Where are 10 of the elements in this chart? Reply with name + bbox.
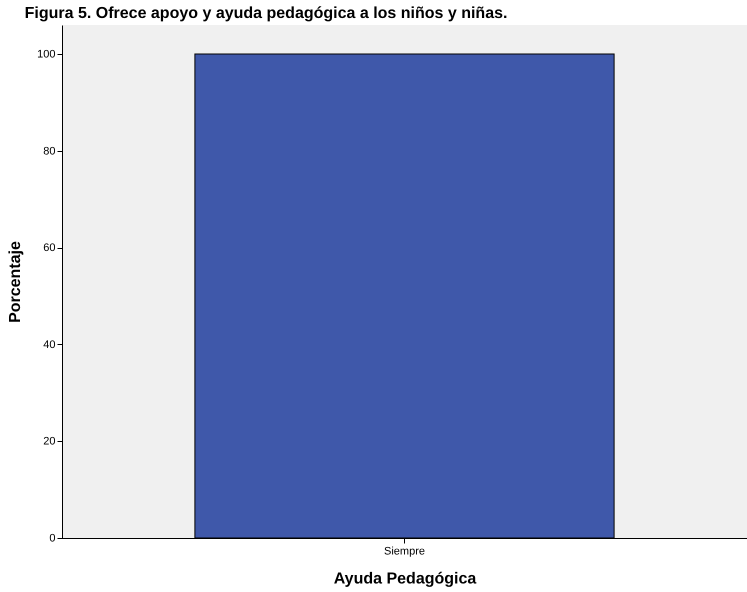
- y-tick-label: 100: [37, 48, 56, 61]
- y-tick-label: 20: [43, 436, 56, 448]
- y-tick-label: 0: [49, 532, 56, 544]
- y-tick-label: 80: [43, 145, 56, 158]
- y-tick-label: 60: [43, 242, 56, 254]
- x-axis-title: Ayuda Pedagógica: [334, 570, 476, 588]
- y-tick-label: 40: [43, 338, 56, 351]
- x-tick-label: Siempre: [384, 546, 425, 558]
- chart-title: Figura 5. Ofrece apoyo y ayuda pedagógica a los niños y niñas.: [24, 5, 508, 22]
- y-axis-title: Porcentaje: [7, 240, 24, 323]
